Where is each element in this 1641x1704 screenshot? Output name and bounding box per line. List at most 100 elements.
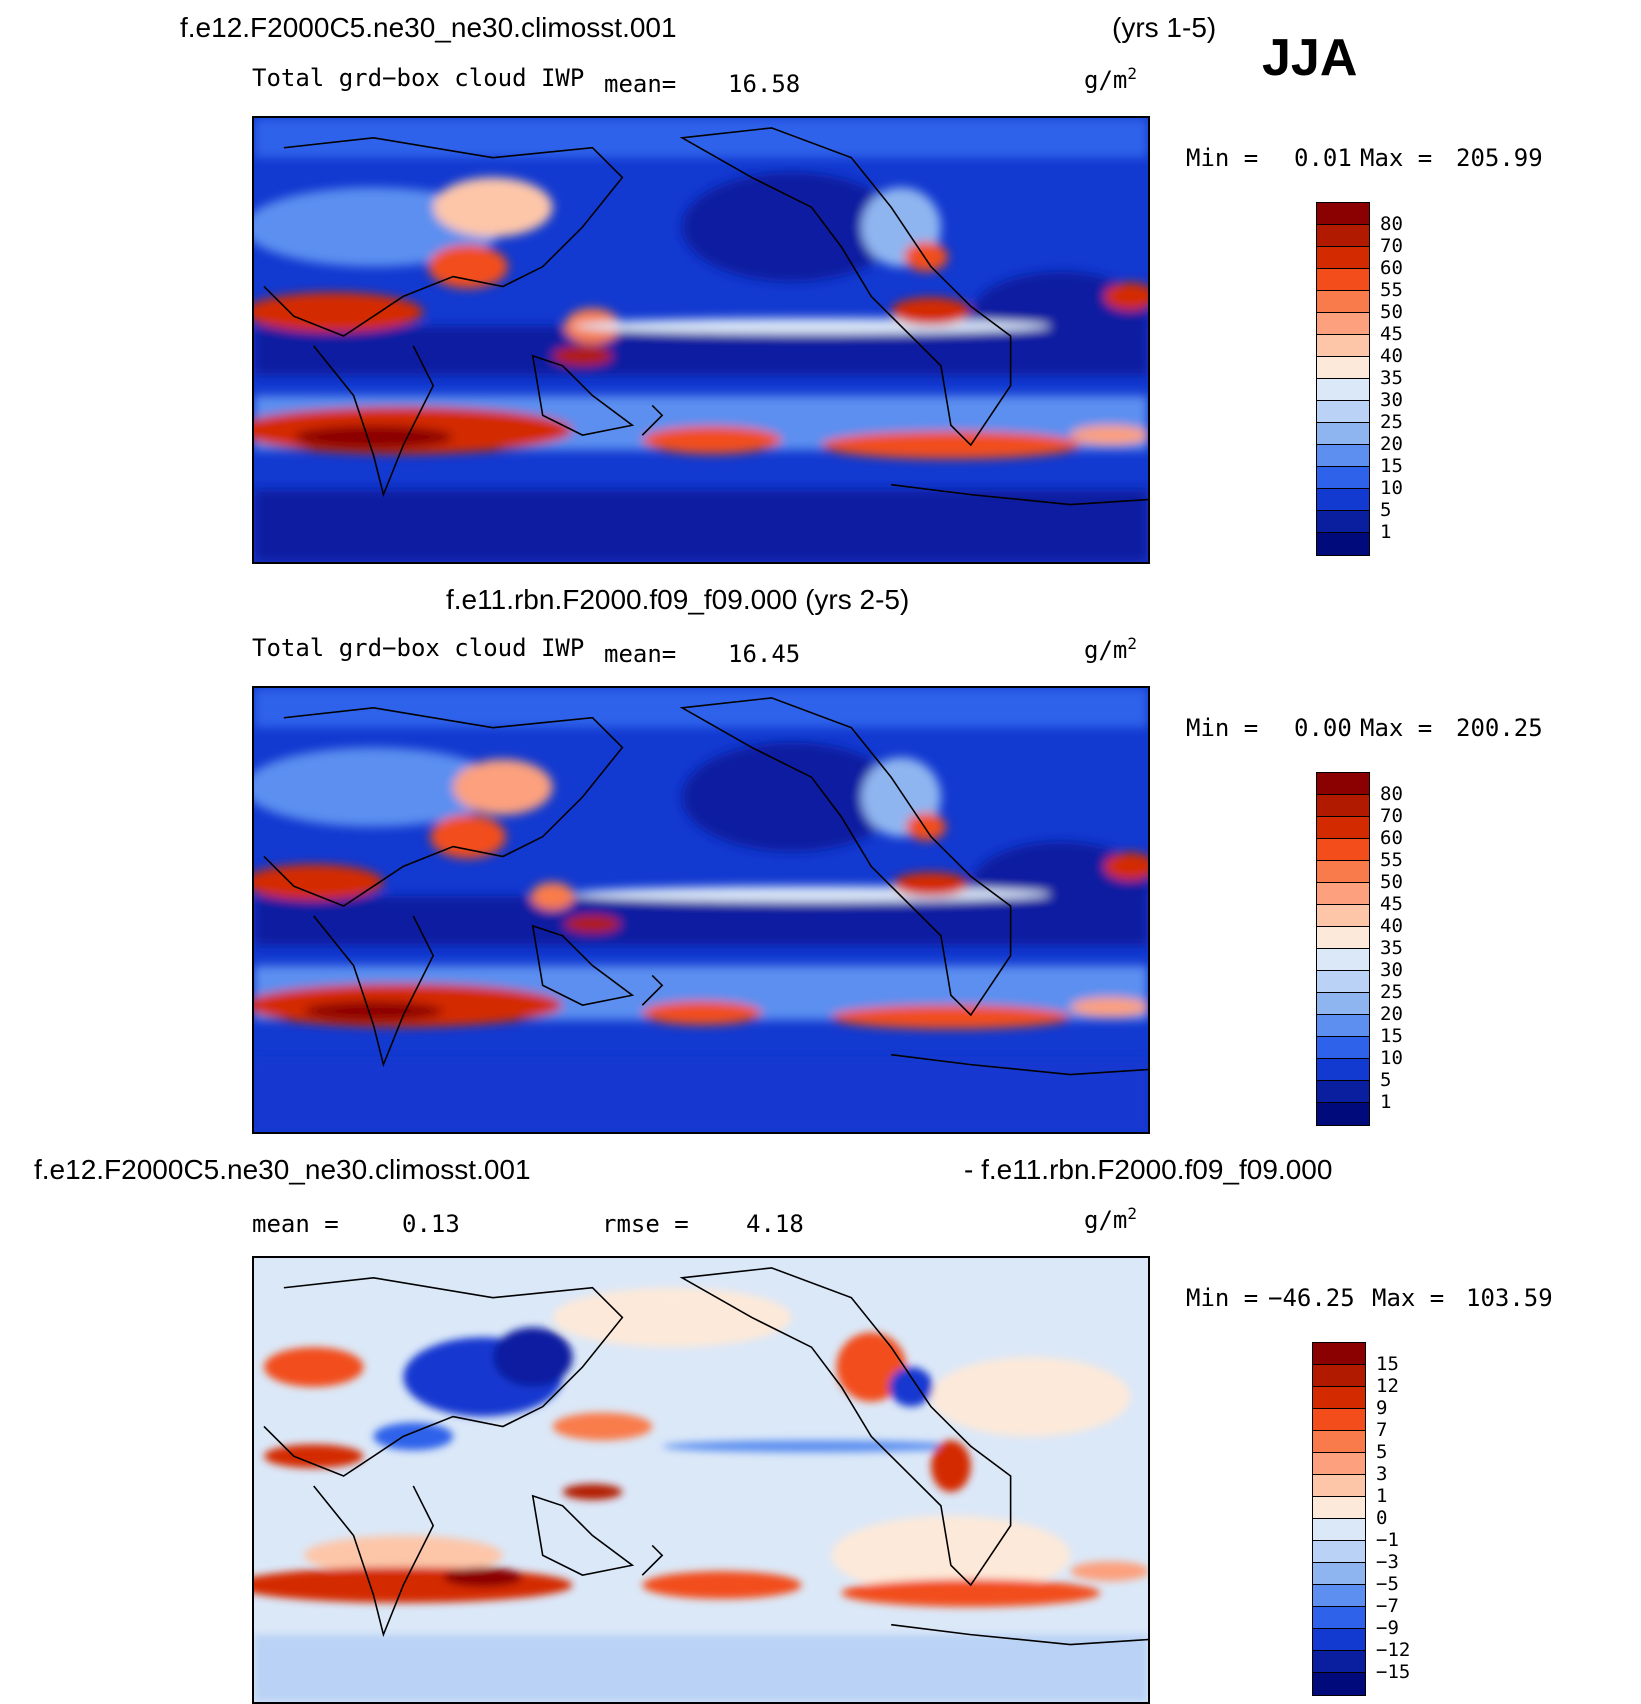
panel1-legend-label: 40 (1380, 345, 1403, 367)
legend-swatch (1313, 1585, 1365, 1607)
panel2-title: f.e11.rbn.F2000.f09_f09.000 (yrs 2-5) (446, 584, 910, 615)
panel1-legend-label: 5 (1380, 499, 1392, 521)
season-label: JJA (1262, 29, 1358, 87)
panel3-legend-label: 0 (1376, 1507, 1388, 1529)
legend-swatch (1313, 1607, 1365, 1629)
panel1-years: (yrs 1-5) (1112, 12, 1217, 43)
legend-swatch (1317, 511, 1369, 533)
panel2-max-label: Max = (1360, 714, 1433, 742)
panel2-legend-label: 60 (1380, 827, 1403, 849)
legend-swatch (1313, 1453, 1365, 1475)
panel3-unit: g/m2 (1084, 1204, 1137, 1234)
legend-swatch (1317, 445, 1369, 467)
legend-swatch (1313, 1343, 1365, 1365)
panel3-rmse-value: 4.18 (746, 1210, 804, 1238)
legend-swatch (1313, 1497, 1365, 1519)
panel3-legend-label: 3 (1376, 1463, 1388, 1485)
panel2-legend-label: 15 (1380, 1025, 1403, 1047)
panel3-max-label: Max = (1372, 1284, 1445, 1312)
legend-swatch (1313, 1563, 1365, 1585)
panel3-legend-label: −3 (1376, 1551, 1399, 1573)
panel2-legend-label: 35 (1380, 937, 1403, 959)
panel2-mean-label: mean= (604, 640, 677, 668)
panel1-mean-label: mean= (604, 70, 677, 98)
legend-swatch (1317, 1081, 1369, 1103)
panel3-legend-label: −12 (1376, 1639, 1411, 1661)
legend-swatch (1313, 1365, 1365, 1387)
panel2-min-value: 0.00 (1294, 714, 1352, 742)
panel1-max-value: 205.99 (1456, 144, 1543, 172)
panel2-legend-label: 30 (1380, 959, 1403, 981)
legend-swatch (1317, 401, 1369, 423)
legend-swatch (1317, 1059, 1369, 1081)
legend-swatch (1313, 1651, 1365, 1673)
panel3-rmse-label: rmse = (602, 1210, 689, 1238)
panel1-coastlines (263, 127, 1148, 506)
panel3-legend-label: 1 (1376, 1485, 1388, 1507)
panel2-legend-label: 1 (1380, 1091, 1392, 1113)
legend-swatch (1317, 949, 1369, 971)
legend-swatch (1317, 379, 1369, 401)
legend-swatch (1317, 1103, 1369, 1125)
legend-swatch (1313, 1475, 1365, 1497)
panel2-contour-field (254, 688, 1148, 1132)
panel1-variable: Total grd−box cloud IWP (252, 64, 585, 92)
legend-swatch (1317, 927, 1369, 949)
legend-swatch (1317, 225, 1369, 247)
legend-swatch (1317, 905, 1369, 927)
panel1-min-value: 0.01 (1294, 144, 1352, 172)
panel2-max-value: 200.25 (1456, 714, 1543, 742)
legend-swatch (1317, 269, 1369, 291)
panel3-legend-label: −1 (1376, 1529, 1399, 1551)
legend-swatch (1317, 357, 1369, 379)
panel2-legend (1316, 772, 1370, 1126)
panel1-legend-label: 45 (1380, 323, 1403, 345)
panel2-map (252, 686, 1150, 1134)
legend-swatch (1317, 335, 1369, 357)
legend-swatch (1313, 1519, 1365, 1541)
panel3-map (252, 1256, 1150, 1704)
panel1-legend-label: 1 (1380, 521, 1392, 543)
panel2-legend-label: 25 (1380, 981, 1403, 1003)
panel1-max-label: Max = (1360, 144, 1433, 172)
panel1-unit: g/m2 (1084, 64, 1137, 94)
panel1-legend-label: 60 (1380, 257, 1403, 279)
legend-swatch (1317, 971, 1369, 993)
panel1-legend-label: 35 (1380, 367, 1403, 389)
panel2-coastlines (263, 697, 1148, 1076)
panel3-legend-label: −9 (1376, 1617, 1399, 1639)
panel2-mean-value: 16.45 (728, 640, 801, 668)
panel3-legend (1312, 1342, 1366, 1696)
panel3-legend-label: −7 (1376, 1595, 1399, 1617)
legend-swatch (1317, 795, 1369, 817)
panel2-legend-label: 20 (1380, 1003, 1403, 1025)
panel1-map (252, 116, 1150, 564)
legend-swatch (1313, 1673, 1365, 1695)
panel2-legend-label: 50 (1380, 871, 1403, 893)
panel1-mean-value: 16.58 (728, 70, 801, 98)
legend-swatch (1317, 883, 1369, 905)
legend-swatch (1313, 1629, 1365, 1651)
panel2-legend-label: 55 (1380, 849, 1403, 871)
panel3-max-value: 103.59 (1466, 1284, 1553, 1312)
panel3-title-right: - f.e11.rbn.F2000.f09_f09.000 (964, 1154, 1333, 1185)
panel2-legend-label: 40 (1380, 915, 1403, 937)
legend-swatch (1317, 861, 1369, 883)
panel1-legend-label: 50 (1380, 301, 1403, 323)
panel3-legend-label: 9 (1376, 1397, 1388, 1419)
legend-swatch (1317, 1015, 1369, 1037)
panel1-legend-label: 25 (1380, 411, 1403, 433)
panel3-legend-label: 12 (1376, 1375, 1399, 1397)
panel1-legend-label: 20 (1380, 433, 1403, 455)
legend-swatch (1313, 1387, 1365, 1409)
panel1-legend-label: 80 (1380, 213, 1403, 235)
legend-swatch (1317, 467, 1369, 489)
legend-swatch (1313, 1409, 1365, 1431)
panel1-min-label: Min = (1186, 144, 1259, 172)
panel2-legend-label: 5 (1380, 1069, 1392, 1091)
panel2-unit: g/m2 (1084, 634, 1137, 664)
panel2-min-label: Min = (1186, 714, 1259, 742)
panel1-legend-label: 70 (1380, 235, 1403, 257)
panel1-title: f.e12.F2000C5.ne30_ne30.climosst.001 (180, 12, 677, 43)
legend-swatch (1317, 247, 1369, 269)
